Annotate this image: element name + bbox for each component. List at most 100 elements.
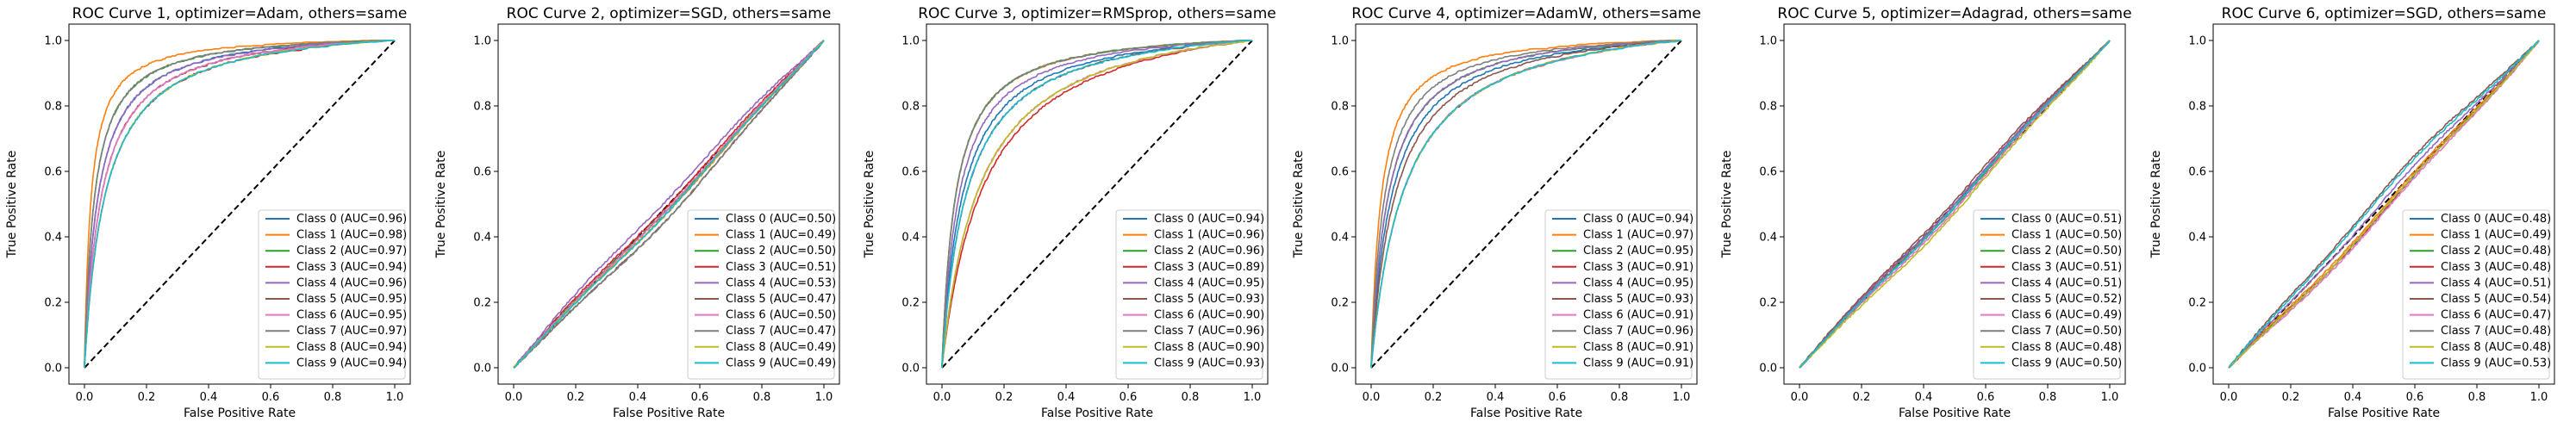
y-tick-label: 0.6 [1759, 166, 1777, 179]
legend-entry: Class 4 (AUC=0.51) [2441, 276, 2551, 289]
roc-curve-class-9 [941, 40, 1253, 368]
y-tick-label: 0.0 [1759, 363, 1777, 375]
roc-curve-class-4 [1370, 40, 1681, 368]
y-tick-label: 0.8 [1759, 101, 1777, 114]
x-tick-label: 0.8 [2039, 391, 2057, 404]
roc-curve-class-9 [2228, 40, 2540, 369]
legend-entry: Class 0 (AUC=0.51) [2012, 213, 2122, 226]
legend-entry: Class 3 (AUC=0.89) [1154, 261, 1264, 274]
y-axis-label: True Positive Rate [1720, 151, 1734, 259]
y-tick-label: 0.0 [2188, 363, 2206, 375]
y-tick-label: 1.0 [473, 35, 491, 48]
roc-curve-class-9 [84, 40, 396, 368]
y-tick-label: 1.0 [901, 35, 920, 48]
roc-curve-class-9 [513, 40, 825, 369]
legend-box [2402, 209, 2550, 380]
chart-title: ROC Curve 4, optimizer=AdamW, others=sam… [1351, 5, 1701, 22]
roc-curve-class-6 [2228, 40, 2540, 369]
chart-title: ROC Curve 1, optimizer=Adam, others=same [72, 5, 408, 22]
legend-entry: Class 7 (AUC=0.48) [2441, 325, 2551, 338]
roc-curve-class-7 [941, 40, 1252, 369]
legend-entry: Class 6 (AUC=0.90) [1154, 309, 1264, 322]
x-axis-label: False Positive Rate [2328, 406, 2440, 420]
legend-entry: Class 3 (AUC=0.51) [2012, 261, 2122, 274]
y-tick-label: 0.6 [44, 166, 62, 179]
x-tick-label: 0.2 [138, 391, 156, 404]
legend-entry: Class 6 (AUC=0.95) [296, 309, 407, 322]
y-tick-label: 0.8 [1331, 101, 1349, 114]
legend-entry: Class 5 (AUC=0.93) [1583, 293, 1693, 306]
legend-entry: Class 1 (AUC=0.98) [296, 229, 407, 242]
y-axis-label: True Positive Rate [434, 151, 448, 259]
x-tick-label: 0.4 [1915, 391, 1933, 404]
roc-panel-1: ROC Curve 1, optimizer=Adam, others=same… [5, 5, 411, 420]
legend-entry: Class 8 (AUC=0.48) [2441, 341, 2551, 354]
legend-entry: Class 9 (AUC=0.91) [1583, 357, 1693, 369]
legend: Class 0 (AUC=0.96) Class 1 (AUC=0.98) Clas… [258, 209, 407, 380]
legend-entry: Class 5 (AUC=0.52) [2012, 293, 2122, 306]
legend-entry: Class 1 (AUC=0.50) [2012, 229, 2122, 242]
legend-box [1115, 209, 1263, 380]
roc-curve-class-7 [84, 40, 395, 368]
x-tick-label: 1.0 [1244, 391, 1262, 404]
x-tick-label: 0.2 [1425, 391, 1443, 404]
roc-panel-6: ROC Curve 6, optimizer=SGD, others=same 0… [2149, 5, 2555, 420]
y-tick-label: 0.4 [44, 232, 62, 245]
y-axis-label: True Positive Rate [1292, 151, 1306, 259]
legend-entry: Class 7 (AUC=0.47) [726, 325, 836, 338]
legend-entry: Class 2 (AUC=0.48) [2441, 245, 2551, 258]
legend-entry: Class 4 (AUC=0.51) [2012, 276, 2122, 289]
legend-entry: Class 2 (AUC=0.50) [726, 245, 836, 258]
roc-curve-class-8 [941, 40, 1252, 369]
x-tick-label: 0.0 [933, 391, 951, 404]
legend: Class 0 (AUC=0.51) Class 1 (AUC=0.50) Clas… [1973, 209, 2122, 380]
legend-box [1544, 209, 1693, 380]
x-tick-label: 0.2 [1853, 391, 1871, 404]
roc-curve-class-4 [2228, 40, 2540, 369]
legend-entry: Class 4 (AUC=0.95) [1154, 276, 1264, 289]
legend-entry: Class 2 (AUC=0.96) [1154, 245, 1264, 258]
legend: Class 0 (AUC=0.94) Class 1 (AUC=0.97) Clas… [1544, 209, 1693, 380]
x-tick-label: 1.0 [2530, 391, 2548, 404]
x-tick-label: 0.8 [1611, 391, 1629, 404]
y-tick-label: 1.0 [1759, 35, 1777, 48]
x-tick-label: 0.4 [200, 391, 218, 404]
y-tick-label: 0.6 [1331, 166, 1349, 179]
x-tick-label: 1.0 [386, 391, 404, 404]
legend-entry: Class 5 (AUC=0.47) [726, 293, 836, 306]
y-tick-label: 0.4 [2188, 232, 2206, 245]
legend-entry: Class 0 (AUC=0.96) [296, 213, 407, 226]
legend-entry: Class 3 (AUC=0.48) [2441, 261, 2551, 274]
x-tick-label: 0.4 [629, 391, 647, 404]
legend-entry: Class 6 (AUC=0.47) [2441, 309, 2551, 322]
x-tick-label: 1.0 [815, 391, 833, 404]
roc-curve-class-9 [1799, 40, 2111, 369]
y-tick-label: 0.2 [1331, 297, 1349, 310]
roc-curve-class-6 [84, 40, 395, 368]
x-axis-label: False Positive Rate [184, 406, 296, 420]
legend-entry: Class 0 (AUC=0.94) [1154, 213, 1264, 226]
legend-entry: Class 3 (AUC=0.94) [296, 261, 407, 274]
x-tick-label: 0.0 [1363, 391, 1381, 404]
x-tick-label: 0.6 [1549, 391, 1567, 404]
y-axis-label: True Positive Rate [2149, 151, 2163, 259]
x-tick-label: 0.6 [691, 391, 709, 404]
y-tick-label: 0.8 [44, 101, 62, 114]
roc-curve-class-5 [2228, 40, 2540, 369]
legend-entry: Class 8 (AUC=0.91) [1583, 341, 1693, 354]
legend-entry: Class 3 (AUC=0.51) [726, 261, 836, 274]
x-tick-label: 0.4 [1057, 391, 1076, 404]
roc-curve-class-1 [1370, 40, 1681, 368]
y-tick-label: 0.8 [2188, 101, 2206, 114]
legend-entry: Class 6 (AUC=0.50) [726, 309, 836, 322]
legend-entry: Class 8 (AUC=0.48) [2012, 341, 2122, 354]
x-tick-label: 0.0 [1791, 391, 1809, 404]
y-tick-label: 0.2 [44, 297, 62, 310]
x-tick-label: 0.0 [2220, 391, 2238, 404]
chart-title: ROC Curve 5, optimizer=Adagrad, others=s… [1777, 5, 2131, 22]
roc-curve-class-5 [1370, 40, 1682, 368]
roc-panel-2: ROC Curve 2, optimizer=SGD, others=same 0… [434, 5, 840, 420]
x-tick-label: 1.0 [1673, 391, 1691, 404]
chart-title: ROC Curve 6, optimizer=SGD, others=same [2222, 5, 2547, 22]
legend: Class 0 (AUC=0.50) Class 1 (AUC=0.49) Clas… [687, 209, 836, 380]
